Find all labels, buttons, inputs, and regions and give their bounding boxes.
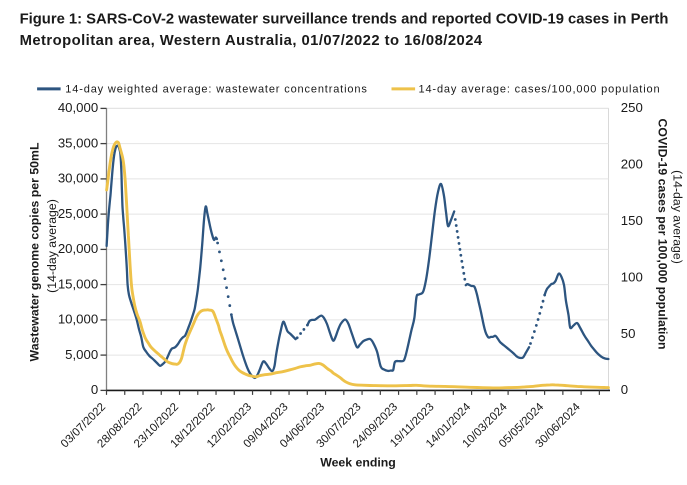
svg-text:0: 0 [91,382,98,397]
svg-text:100: 100 [621,269,643,284]
svg-text:14-day weighted average: waste: 14-day weighted average: wastewater conc… [65,84,367,96]
svg-text:20,000: 20,000 [58,241,98,256]
svg-text:250: 250 [621,100,643,115]
svg-text:COVID-19 cases per 100,000 pop: COVID-19 cases per 100,000 population [656,119,670,350]
svg-text:Metropolitan area, Western Aus: Metropolitan area, Western Australia, 01… [20,33,483,49]
svg-text:5,000: 5,000 [65,347,98,362]
svg-text:Week ending: Week ending [320,455,396,469]
svg-text:14-day average: cases/100,000: 14-day average: cases/100,000 population [419,84,661,96]
svg-text:200: 200 [621,157,643,172]
svg-text:(14-day average): (14-day average) [670,170,684,264]
svg-text:15,000: 15,000 [58,276,98,291]
svg-text:30,000: 30,000 [58,171,98,186]
svg-text:35,000: 35,000 [58,135,98,150]
svg-text:150: 150 [621,213,643,228]
svg-text:10,000: 10,000 [58,312,98,327]
svg-text:Figure 1: SARS-CoV-2 wastewate: Figure 1: SARS-CoV-2 wastewater surveill… [20,12,669,28]
svg-text:50: 50 [621,326,636,341]
svg-text:25,000: 25,000 [58,206,98,221]
svg-text:Wastewater genome copies per 5: Wastewater genome copies per 50mL [28,142,42,361]
svg-text:(14-day average): (14-day average) [45,199,59,293]
svg-text:0: 0 [621,382,628,397]
svg-text:40,000: 40,000 [58,100,98,115]
